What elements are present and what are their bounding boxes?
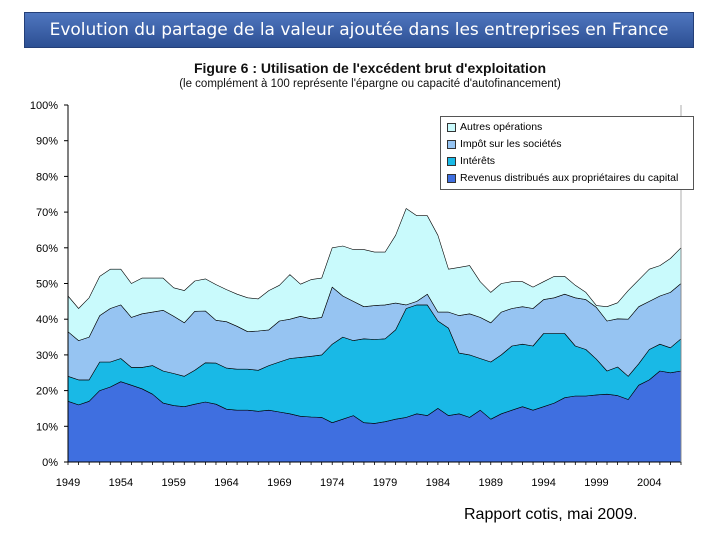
legend-item: Impôt sur les sociétés xyxy=(447,138,562,154)
legend-label-revenus: Revenus distribués aux propriétaires du … xyxy=(460,172,679,185)
x-tick-label: 1949 xyxy=(56,477,80,489)
legend-swatch-impot xyxy=(447,139,456,149)
legend-item: Autres opérations xyxy=(447,121,542,137)
x-tick-label: 1994 xyxy=(531,477,555,489)
legend-item: Revenus distribués aux propriétaires du … xyxy=(447,172,678,188)
chart-title: Figure 6 : Utilisation de l'excédent bru… xyxy=(193,60,547,76)
legend-label-interets: Intérêts xyxy=(460,155,496,168)
x-tick-label: 1999 xyxy=(584,477,608,489)
x-tick-label: 1984 xyxy=(426,477,450,489)
legend-item: Intérêts xyxy=(447,155,495,171)
x-tick-label: 1959 xyxy=(161,477,185,489)
y-tick-label: 30% xyxy=(36,350,58,362)
x-tick-label: 1979 xyxy=(373,477,397,489)
chart-legend: Autres opérations Impôt sur les sociétés… xyxy=(440,116,694,190)
y-tick-label: 80% xyxy=(36,171,58,183)
slide-banner: Evolution du partage de la valeur ajouté… xyxy=(24,12,694,48)
y-tick-label: 20% xyxy=(36,386,58,398)
y-tick-label: 70% xyxy=(36,207,58,219)
x-tick-label: 1969 xyxy=(267,477,291,489)
legend-swatch-autres xyxy=(447,122,456,132)
x-tick-label: 1974 xyxy=(320,477,344,489)
y-tick-label: 0% xyxy=(42,457,58,469)
x-tick-label: 1964 xyxy=(214,477,238,489)
y-tick-label: 60% xyxy=(36,243,58,255)
y-tick-label: 100% xyxy=(30,100,58,112)
legend-label-autres: Autres opérations xyxy=(460,121,543,134)
x-tick-label: 2004 xyxy=(637,477,661,489)
x-tick-label: 1989 xyxy=(479,477,503,489)
legend-swatch-interets xyxy=(447,156,456,166)
legend-label-impot: Impôt sur les sociétés xyxy=(460,138,562,151)
banner-title: Evolution du partage de la valeur ajouté… xyxy=(49,20,669,40)
chart-subtitle: (le complément à 100 représente l'épargn… xyxy=(179,78,561,90)
y-tick-label: 90% xyxy=(36,136,58,148)
y-tick-label: 40% xyxy=(36,314,58,326)
x-tick-label: 1954 xyxy=(109,477,133,489)
y-tick-label: 50% xyxy=(36,279,58,291)
legend-swatch-revenus xyxy=(447,173,456,183)
source-caption: Rapport cotis, mai 2009. xyxy=(464,506,638,523)
y-tick-label: 10% xyxy=(36,421,58,433)
